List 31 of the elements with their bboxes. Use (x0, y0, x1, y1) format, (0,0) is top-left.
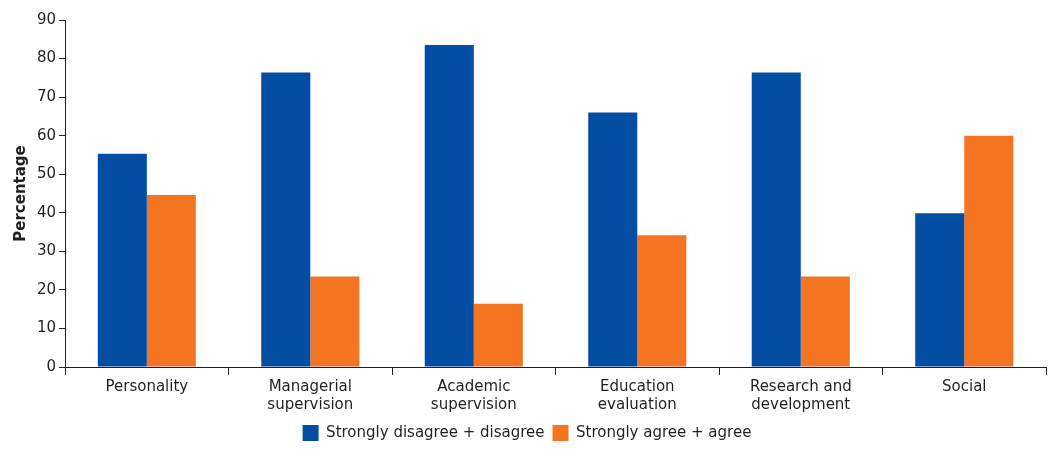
legend-label: Strongly agree + agree (576, 422, 752, 441)
bar (751, 72, 801, 367)
x-tick-label: Social (942, 376, 987, 395)
bar (424, 45, 474, 367)
bar (97, 153, 147, 367)
bar (310, 276, 360, 367)
y-tick-label: 80 (36, 48, 57, 67)
x-tick-label: Personality (105, 376, 189, 395)
bar (915, 213, 965, 367)
bar (473, 303, 523, 367)
legend-label: Strongly disagree + disagree (326, 422, 545, 441)
y-tick-label: 50 (36, 164, 57, 183)
y-tick-label: 10 (36, 318, 57, 337)
y-tick-label: 20 (36, 279, 57, 298)
bar (261, 72, 311, 367)
bar (637, 235, 687, 367)
bar (146, 195, 196, 367)
bar (588, 112, 638, 367)
y-tick-label: 0 (46, 356, 57, 375)
x-tick-label: Managerial supervision (267, 376, 354, 413)
y-tick-label: 90 (36, 9, 57, 28)
y-axis-title: Percentage (10, 145, 29, 242)
y-tick-label: 70 (36, 87, 57, 105)
bar (964, 135, 1014, 367)
bar (800, 276, 850, 367)
y-tick-label: 30 (36, 241, 57, 260)
y-tick-label: 60 (36, 125, 57, 144)
x-tick-label: Research and development (749, 376, 852, 413)
x-tick-label: Education evaluation (597, 376, 677, 413)
x-tick-label: Academic supervision (430, 376, 517, 413)
y-tick-label: 40 (36, 202, 57, 221)
